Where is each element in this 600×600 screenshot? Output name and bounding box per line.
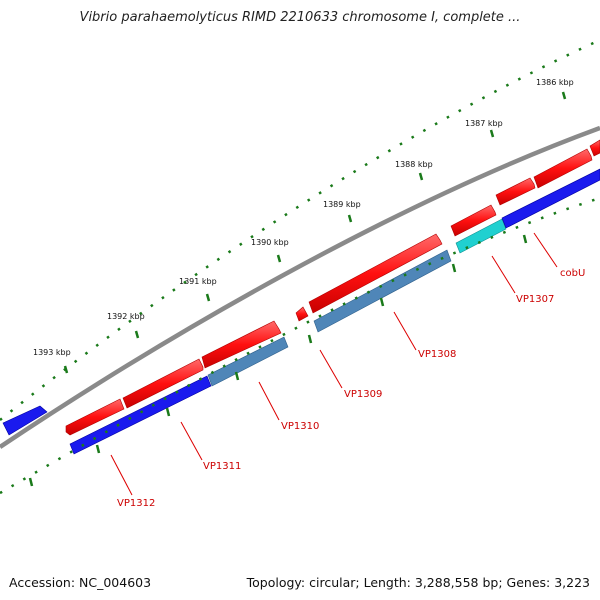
inner-scale-ring	[0, 196, 600, 495]
gene-label-VP1308: VP1308	[418, 349, 456, 360]
gene-arrow-forward	[450, 204, 497, 237]
gene-label-VP1312: VP1312	[117, 498, 155, 509]
scale-label-1387: 1387 kbp	[465, 119, 503, 128]
gene-label-VP1311: VP1311	[203, 461, 241, 472]
leader-VP1311	[180, 421, 203, 461]
leader-VP1312	[110, 454, 133, 496]
chromosome-backbone	[0, 125, 600, 449]
leader-cobU	[533, 232, 558, 268]
gene-bar-reverse	[207, 336, 289, 387]
genome-summary: Topology: circular; Length: 3,288,558 bp…	[246, 575, 590, 590]
reverse-genes	[2, 168, 600, 455]
gene-arrow-forward	[533, 148, 593, 189]
accession-label: Accession: NC_004603	[9, 575, 152, 590]
gene-arrow-forward	[65, 398, 125, 436]
map-title: Vibrio parahaemolyticus RIMD 2210633 chr…	[79, 10, 521, 25]
scale-ring	[0, 38, 600, 421]
gene-label-VP1307: VP1307	[516, 294, 554, 305]
gene-bar-reverse	[455, 218, 507, 254]
gene-arrow-forward	[295, 306, 309, 322]
scale-label-1391: 1391 kbp	[179, 277, 217, 286]
gene-arrow-forward	[122, 358, 204, 409]
leader-VP1308	[393, 311, 417, 351]
leader-VP1309	[319, 349, 343, 389]
leader-VP1310	[258, 381, 280, 421]
gene-label-VP1310: VP1310	[281, 421, 319, 432]
gene-arrow-forward	[495, 177, 536, 206]
leader-VP1307	[491, 255, 516, 294]
gene-arrow-forward	[308, 233, 443, 314]
forward-genes	[65, 139, 600, 436]
scale-label-1392: 1392 kbp	[107, 312, 145, 321]
scale-label-1389: 1389 kbp	[323, 200, 361, 209]
scale-label-1388: 1388 kbp	[395, 160, 433, 169]
gene-label-cobU: cobU	[560, 268, 585, 279]
scale-label-1390: 1390 kbp	[251, 238, 289, 247]
gene-arrow-reverse-left	[2, 405, 48, 436]
scale-label-1393: 1393 kbp	[33, 348, 71, 357]
gene-arrow-forward	[589, 139, 600, 157]
gene-bar-reverse	[501, 168, 600, 229]
scale-label-1386: 1386 kbp	[536, 78, 574, 87]
gene-bar-reverse	[69, 375, 212, 455]
gene-label-VP1309: VP1309	[344, 389, 382, 400]
inner-scale-ticks	[28, 234, 528, 487]
gene-arrow-forward	[201, 320, 282, 369]
scale-ticks	[63, 91, 567, 374]
